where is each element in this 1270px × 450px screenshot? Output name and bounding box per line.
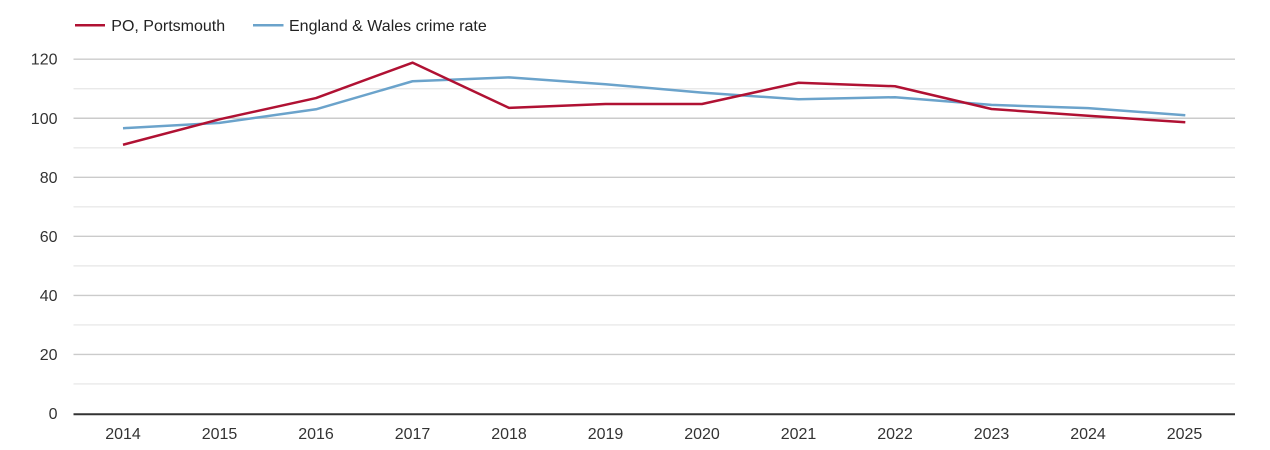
svg-text:2025: 2025 xyxy=(1167,426,1203,443)
svg-text:2024: 2024 xyxy=(1070,426,1106,443)
svg-text:120: 120 xyxy=(31,52,58,69)
svg-text:England & Wales crime rate: England & Wales crime rate xyxy=(289,18,487,35)
svg-text:20: 20 xyxy=(40,347,58,364)
svg-text:60: 60 xyxy=(40,229,58,246)
svg-text:2016: 2016 xyxy=(298,426,334,443)
svg-text:2014: 2014 xyxy=(105,426,141,443)
svg-text:2017: 2017 xyxy=(395,426,431,443)
svg-text:100: 100 xyxy=(31,111,58,128)
svg-text:2018: 2018 xyxy=(491,426,527,443)
svg-text:2019: 2019 xyxy=(588,426,624,443)
svg-text:80: 80 xyxy=(40,170,58,187)
svg-text:2022: 2022 xyxy=(877,426,913,443)
svg-text:0: 0 xyxy=(49,406,58,423)
svg-text:40: 40 xyxy=(40,288,58,305)
svg-text:2015: 2015 xyxy=(202,426,238,443)
svg-text:2023: 2023 xyxy=(974,426,1010,443)
svg-text:2020: 2020 xyxy=(684,426,720,443)
svg-text:PO, Portsmouth: PO, Portsmouth xyxy=(111,18,225,35)
svg-text:2021: 2021 xyxy=(781,426,817,443)
